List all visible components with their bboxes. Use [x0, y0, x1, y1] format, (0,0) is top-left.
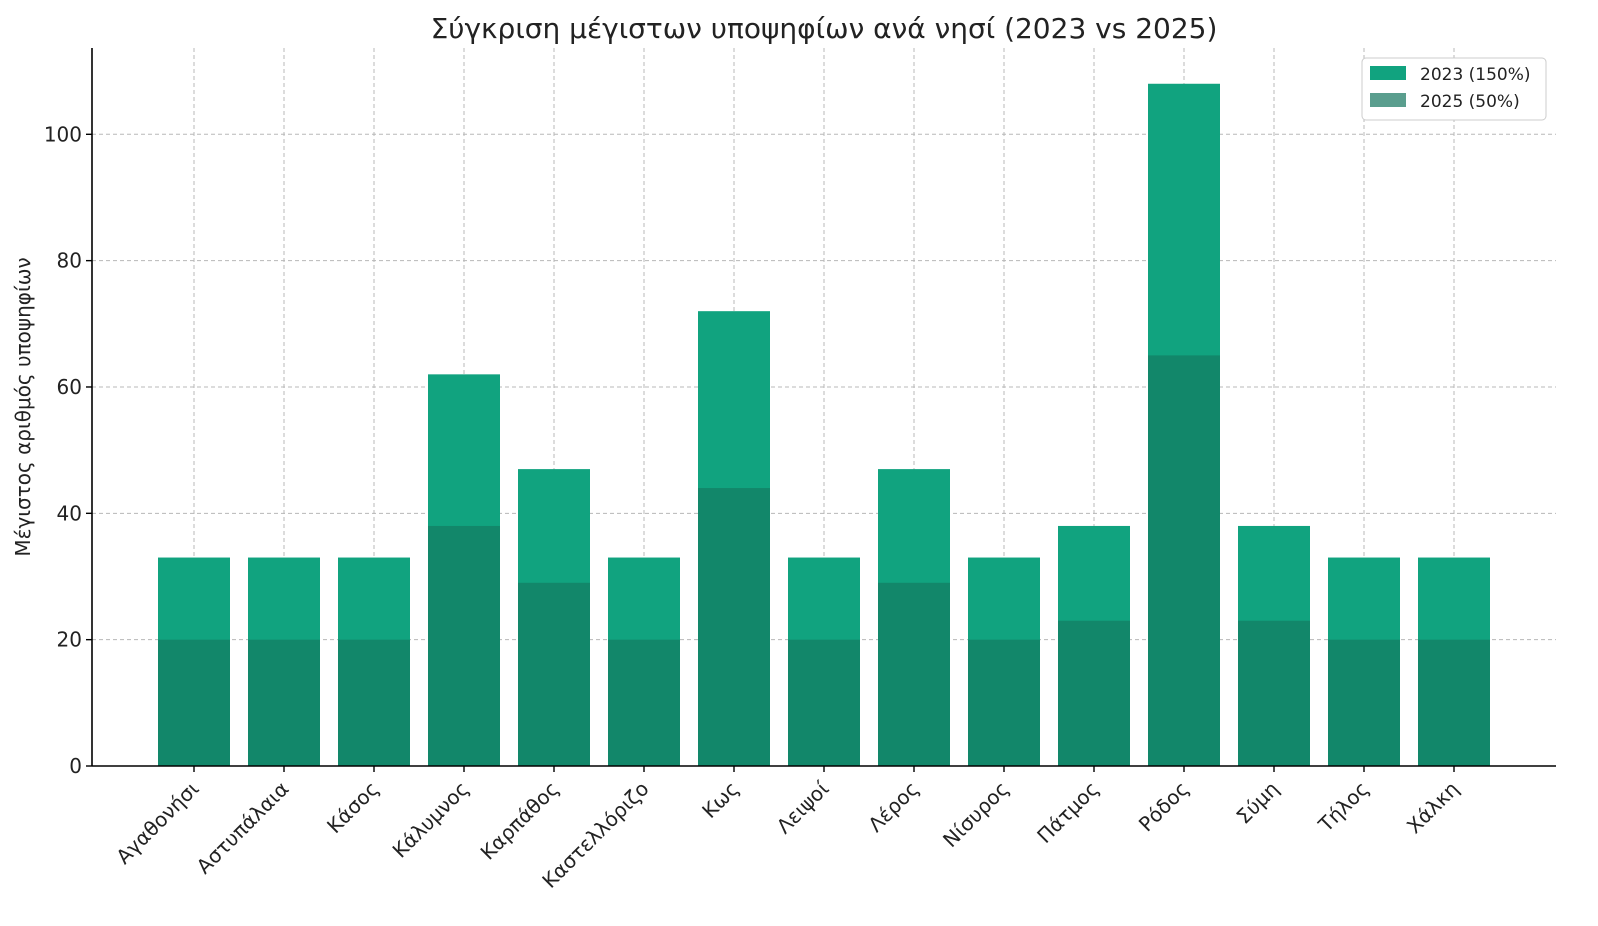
legend-label-2025: 2025 (50%): [1420, 92, 1520, 112]
bar-2025: [968, 639, 1040, 766]
bar-2025: [1148, 355, 1220, 766]
chart-title: Σύγκριση μέγιστων υποψηφίων ανά νησί (20…: [431, 12, 1218, 45]
legend: 2023 (150%) 2025 (50%): [1361, 57, 1547, 121]
bar-2025: [1328, 639, 1400, 766]
bar-2025: [878, 582, 950, 766]
y-tick-label: 60: [57, 375, 82, 399]
legend-swatch-2023: [1370, 66, 1406, 80]
bar-2025: [1238, 620, 1310, 766]
legend-frame: [1361, 57, 1547, 121]
y-tick-label: 100: [44, 122, 82, 146]
y-tick-label: 80: [57, 249, 82, 273]
y-tick-label: 20: [57, 628, 82, 652]
legend-label-2023: 2023 (150%): [1420, 65, 1531, 85]
y-axis-label: Μέγιστος αριθμός υποψηφίων: [11, 257, 35, 556]
bar-2025: [338, 639, 410, 766]
legend-swatch-2025: [1370, 93, 1406, 107]
y-tick-label: 0: [69, 754, 82, 778]
bar-2025: [1418, 639, 1490, 766]
bar-2025: [608, 639, 680, 766]
y-tick-labels: 0 20 40 60 80 100: [44, 122, 92, 778]
bar-2025: [1058, 620, 1130, 766]
bar-2025: [698, 488, 770, 766]
bar-2025: [158, 639, 230, 766]
bar-2025: [248, 639, 320, 766]
bar-2025: [428, 525, 500, 766]
y-tick-label: 40: [57, 501, 82, 525]
bar-2025: [788, 639, 860, 766]
bar-2025: [518, 582, 590, 766]
bars: [158, 83, 1490, 767]
